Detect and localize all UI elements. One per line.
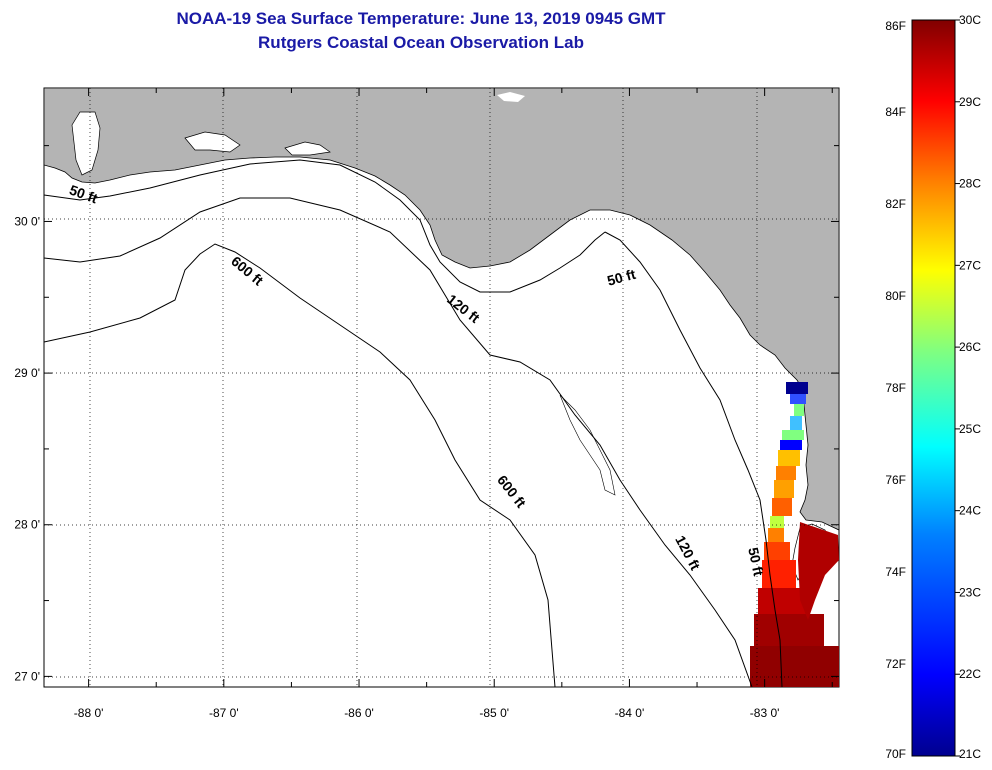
colorbar-f-label: 72F — [885, 657, 906, 671]
colorbar-c-label: 21C — [959, 747, 981, 761]
colorbar-c-label: 26C — [959, 340, 981, 354]
lat-label: 27 0' — [14, 669, 40, 683]
lat-label: 30 0' — [14, 214, 40, 228]
colorbar-c-label: 30C — [959, 13, 981, 27]
colorbar-f-label: 84F — [885, 105, 906, 119]
sst-swath — [750, 382, 839, 687]
colorbar-celsius-labels: 30C 29C 28C 27C 26C 25C 24C 23C 22C 21C — [955, 13, 981, 761]
contour-50ft-east — [604, 231, 783, 687]
colorbar-c-label: 23C — [959, 585, 981, 599]
land-florida — [44, 88, 839, 531]
contour-shelf-detail — [559, 394, 616, 496]
colorbar-c-label: 24C — [959, 504, 981, 518]
colorbar-f-label: 80F — [885, 289, 906, 303]
colorbar-fahrenheit-labels: 86F 84F 82F 80F 78F 76F 74F 72F 70F — [885, 19, 906, 761]
land-bay-inlet — [71, 111, 101, 176]
colorbar-f-label: 78F — [885, 381, 906, 395]
land-bay-inlet-3 — [284, 141, 331, 156]
colorbar-f-label: 76F — [885, 473, 906, 487]
contour-label: 50 ft — [605, 266, 637, 289]
contour-600ft — [44, 243, 556, 687]
longitude-labels: -88 0' -87 0' -86 0' -85 0' -84 0' -83 0' — [74, 706, 780, 720]
colorbar-f-label: 82F — [885, 197, 906, 211]
colorbar-f-label: 86F — [885, 19, 906, 33]
latitude-labels: 30 0' 29 0' 28 0' 27 0' — [14, 214, 40, 683]
contour-120ft — [44, 197, 753, 687]
colorbar — [911, 19, 956, 757]
land-bay-inlet-2 — [184, 131, 241, 153]
lon-label: -85 0' — [479, 706, 509, 720]
colorbar-c-label: 28C — [959, 177, 981, 191]
lon-label: -87 0' — [209, 706, 239, 720]
colorbar-f-label: 74F — [885, 565, 906, 579]
graticule — [44, 88, 839, 687]
contour-label: 50 ft — [745, 546, 767, 578]
colorbar-c-label: 29C — [959, 95, 981, 109]
colorbar-f-label: 70F — [885, 747, 906, 761]
lake — [497, 92, 525, 102]
lat-label: 29 0' — [14, 366, 40, 380]
colorbar-c-label: 25C — [959, 422, 981, 436]
map-title: NOAA-19 Sea Surface Temperature: June 13… — [176, 9, 666, 28]
map-ticks — [44, 88, 839, 687]
lon-label: -88 0' — [74, 706, 104, 720]
colorbar-c-label: 27C — [959, 258, 981, 272]
lon-label: -84 0' — [615, 706, 645, 720]
lon-label: -86 0' — [344, 706, 374, 720]
lon-label: -83 0' — [750, 706, 780, 720]
lat-label: 28 0' — [14, 518, 40, 532]
colorbar-c-label: 22C — [959, 667, 981, 681]
contour-50ft-north — [44, 159, 606, 293]
map-subtitle: Rutgers Coastal Ocean Observation Lab — [258, 33, 584, 52]
